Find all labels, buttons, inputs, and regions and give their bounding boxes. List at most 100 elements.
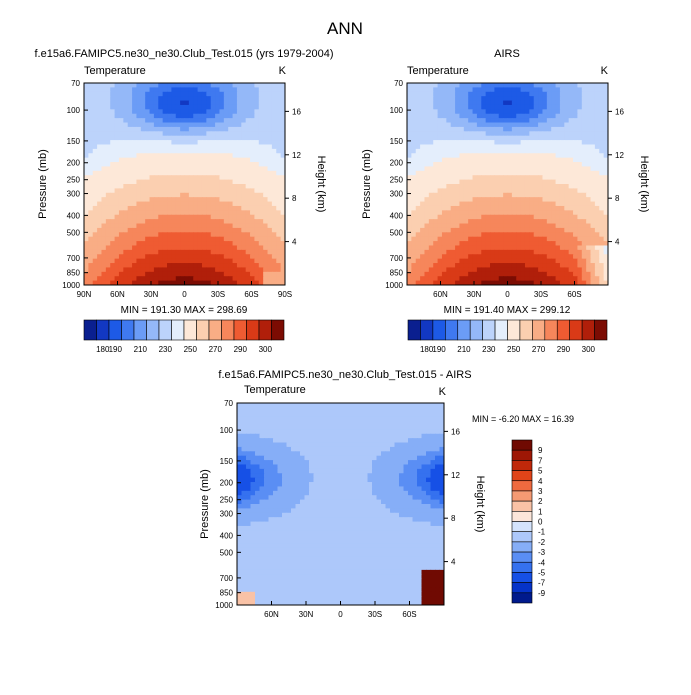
contour-cell <box>132 263 137 268</box>
contour-cell <box>158 140 163 145</box>
contour-cell <box>132 210 137 215</box>
contour-cell <box>455 202 460 207</box>
contour-cell <box>202 171 207 176</box>
contour-cell <box>237 87 242 92</box>
contour-cell <box>158 136 163 141</box>
contour-cell <box>345 407 350 412</box>
contour-cell <box>534 263 539 268</box>
contour-cell <box>455 272 460 277</box>
contour-cell <box>591 206 596 211</box>
contour-cell <box>215 184 220 189</box>
contour-cell <box>586 254 591 259</box>
contour-cell <box>219 162 224 167</box>
contour-cell <box>150 158 155 163</box>
contour-cell <box>93 118 98 123</box>
contour-cell <box>486 254 491 259</box>
contour-cell <box>551 140 556 145</box>
contour-cell <box>411 254 416 259</box>
contour-cell <box>110 202 115 207</box>
contour-cell <box>314 407 319 412</box>
contour-cell <box>381 438 386 443</box>
contour-cell <box>591 232 596 237</box>
contour-cell <box>468 140 473 145</box>
contour-cell <box>176 109 181 114</box>
contour-cell <box>158 131 163 136</box>
contour-cell <box>163 206 168 211</box>
contour-cell <box>464 206 469 211</box>
contour-cell <box>556 144 561 149</box>
contour-cell <box>538 193 543 198</box>
contour-cell <box>259 123 264 128</box>
contour-cell <box>473 92 478 97</box>
contour-cell <box>486 215 491 220</box>
contour-cell <box>516 171 521 176</box>
contour-cell <box>189 87 194 92</box>
contour-cell <box>424 105 429 110</box>
contour-cell <box>123 118 128 123</box>
contour-cell <box>521 144 526 149</box>
contour-cell <box>529 202 534 207</box>
contour-cell <box>128 232 133 237</box>
contour-cell <box>88 166 93 171</box>
contour-cell <box>569 219 574 224</box>
contour-cell <box>404 412 409 417</box>
contour-cell <box>525 197 530 202</box>
contour-cell <box>534 123 539 128</box>
contour-cell <box>426 443 431 448</box>
contour-cell <box>404 443 409 448</box>
contour-cell <box>551 188 556 193</box>
contour-cell <box>586 158 591 163</box>
contour-cell <box>296 443 301 448</box>
contour-cell <box>591 118 596 123</box>
contour-cell <box>494 136 499 141</box>
contour-cell <box>278 421 283 426</box>
contour-cell <box>424 144 429 149</box>
contour-cell <box>193 219 198 224</box>
contour-cell <box>599 136 604 141</box>
contour-cell <box>446 180 451 185</box>
contour-cell <box>202 101 207 106</box>
contour-cell <box>464 123 469 128</box>
contour-cell <box>569 114 574 119</box>
contour-cell <box>426 407 431 412</box>
contour-cell <box>551 118 556 123</box>
contour-cell <box>219 219 224 224</box>
contour-cell <box>163 109 168 114</box>
contour-cell <box>503 245 508 250</box>
contour-cell <box>464 254 469 259</box>
contour-cell <box>481 162 486 167</box>
contour-cell <box>250 105 255 110</box>
contour-cell <box>433 118 438 123</box>
contour-cell <box>272 232 277 237</box>
contour-cell <box>481 109 486 114</box>
contour-cell <box>141 114 146 119</box>
contour-cell <box>407 276 412 281</box>
contour-cell <box>446 206 451 211</box>
contour-cell <box>459 87 464 92</box>
contour-cell <box>521 175 526 180</box>
contour-cell <box>136 96 141 101</box>
contour-cell <box>573 210 578 215</box>
contour-cell <box>556 263 561 268</box>
contour-cell <box>228 140 233 145</box>
contour-cell <box>490 131 495 136</box>
contour-cell <box>93 127 98 132</box>
contour-cell <box>599 87 604 92</box>
contour-cell <box>494 96 499 101</box>
contour-cell <box>577 171 582 176</box>
contour-cell <box>268 267 273 272</box>
contour-cell <box>534 140 539 145</box>
contour-cell <box>542 180 547 185</box>
contour-cell <box>241 158 246 163</box>
contour-cell <box>250 228 255 233</box>
contour-cell <box>521 276 526 281</box>
contour-cell <box>372 412 377 417</box>
contour-cell <box>473 184 478 189</box>
contour-cell <box>591 114 596 119</box>
contour-cell <box>438 109 443 114</box>
contour-cell <box>176 153 181 158</box>
contour-cell <box>556 245 561 250</box>
contour-cell <box>538 140 543 145</box>
contour-cell <box>538 171 543 176</box>
contour-cell <box>97 254 102 259</box>
